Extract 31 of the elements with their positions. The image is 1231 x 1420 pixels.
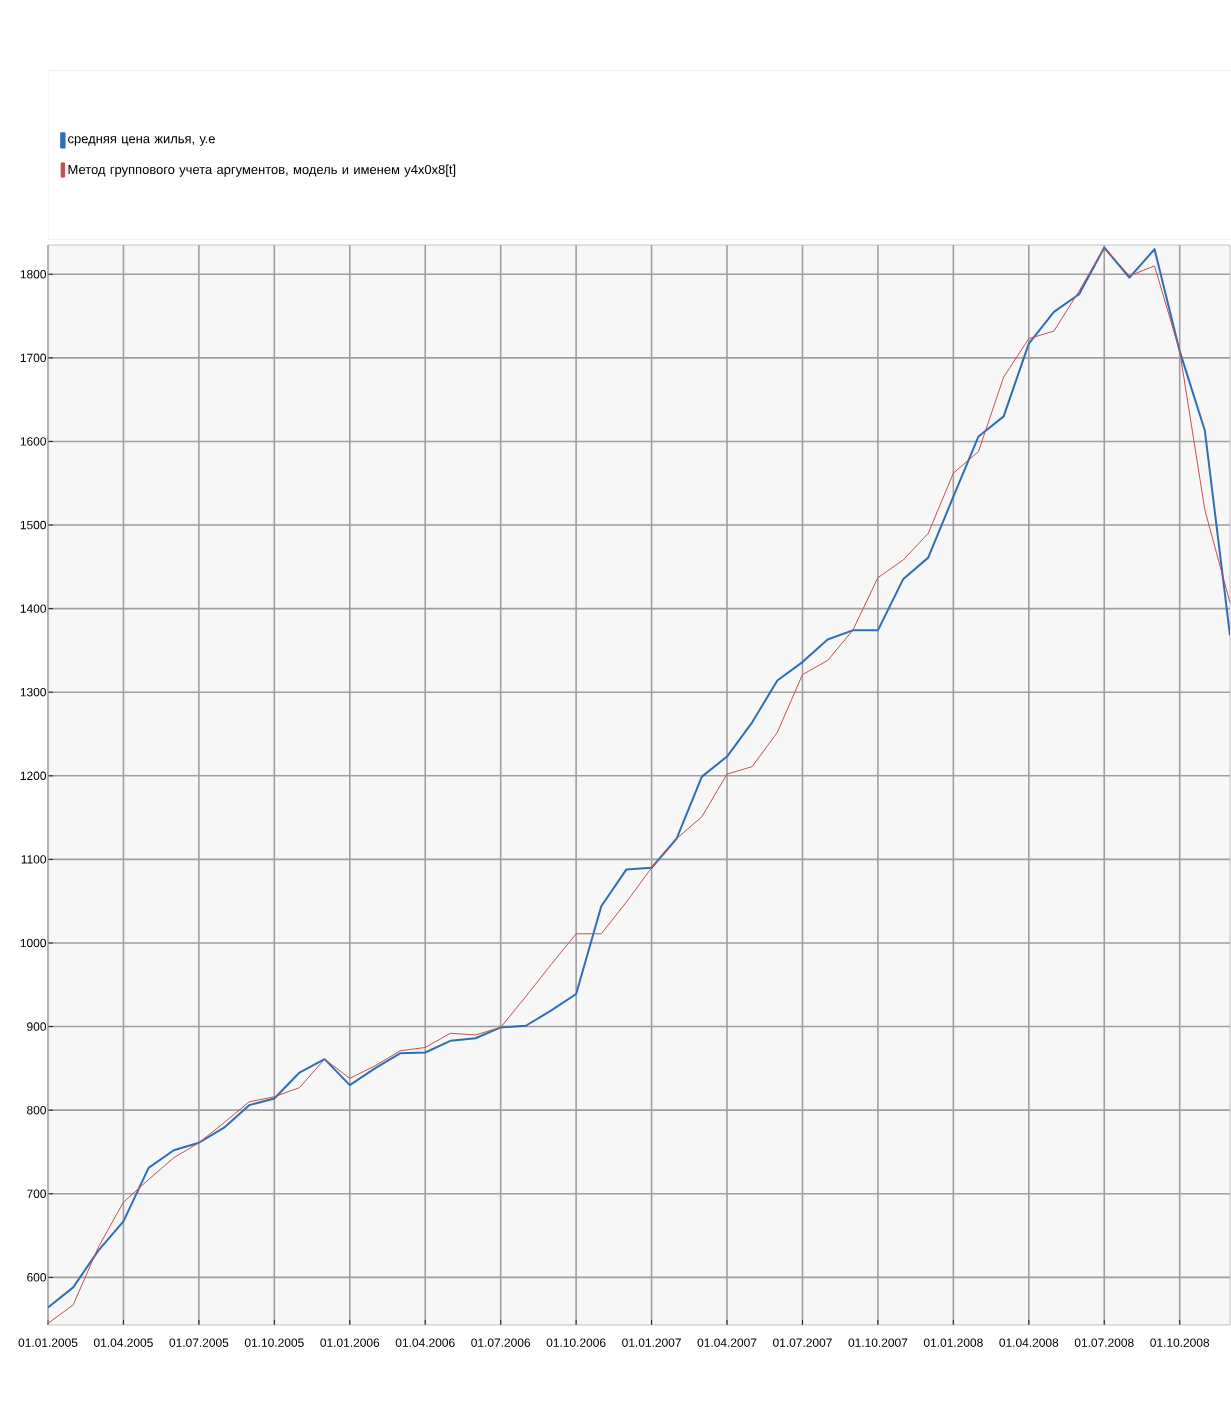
y-tick-label: 1200: [20, 771, 47, 781]
y-tick-label: 1400: [20, 604, 47, 613]
x-tick-label: 01.07.2007: [773, 1338, 832, 1347]
x-tick-label: 01.01.2008: [923, 1338, 983, 1347]
x-tick-label: 01.10.2005: [244, 1338, 304, 1347]
y-tick-label: 1800: [20, 270, 47, 279]
x-tick-label: 01.01.2007: [622, 1338, 681, 1347]
x-tick-label: 01.01.2006: [320, 1338, 380, 1347]
y-tick-label: 700: [27, 1189, 47, 1198]
y-tick-label: 1300: [20, 687, 47, 697]
y-tick-label: 1500: [20, 520, 47, 530]
x-tick-label: 01.07.2006: [471, 1338, 531, 1347]
y-tick-label: 900: [27, 1022, 47, 1031]
legend-label: средняя цена жилья, у.е: [68, 136, 215, 146]
x-tick-label: 01.07.2005: [169, 1338, 229, 1347]
y-tick-label: 600: [27, 1273, 47, 1282]
y-tick-label: 1700: [20, 353, 47, 363]
x-tick-label: 01.04.2008: [999, 1338, 1059, 1347]
x-tick-label: 01.04.2006: [395, 1338, 455, 1347]
y-tick-label: 800: [27, 1105, 47, 1115]
x-tick-label: 01.10.2008: [1150, 1338, 1210, 1347]
x-tick-label: 01.10.2007: [848, 1338, 908, 1347]
y-tick-label: 1100: [21, 855, 47, 864]
x-tick-label: 01.04.2007: [697, 1338, 757, 1347]
x-tick-label: 01.10.2006: [546, 1338, 606, 1347]
x-tick-label: 01.07.2008: [1074, 1338, 1134, 1347]
y-tick-label: 1600: [20, 437, 47, 446]
x-tick-label: 01.04.2005: [94, 1338, 153, 1347]
y-tick-label: 1000: [20, 938, 47, 948]
x-tick-label: 01.01.2005: [18, 1338, 78, 1347]
legend-label: Метод группового учета аргументов, модель и именем y4x0x8[t]: [68, 164, 456, 177]
